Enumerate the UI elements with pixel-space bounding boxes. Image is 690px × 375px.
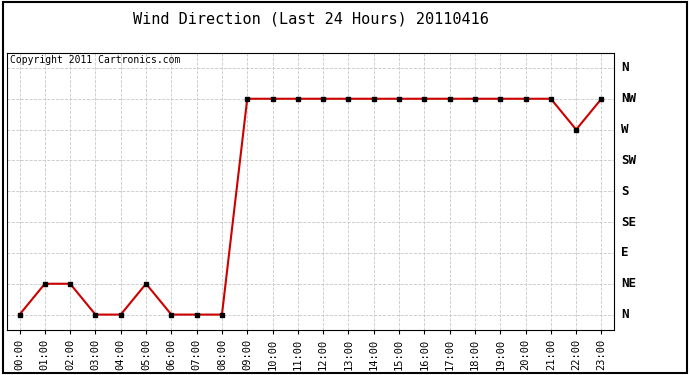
Text: Copyright 2011 Cartronics.com: Copyright 2011 Cartronics.com: [10, 55, 180, 65]
Text: E: E: [621, 246, 629, 259]
Text: NW: NW: [621, 92, 636, 105]
Text: SE: SE: [621, 216, 636, 229]
Text: NE: NE: [621, 277, 636, 290]
Text: S: S: [621, 185, 629, 198]
Text: N: N: [621, 62, 629, 74]
Text: W: W: [621, 123, 629, 136]
Text: SW: SW: [621, 154, 636, 167]
Text: N: N: [621, 308, 629, 321]
Text: Wind Direction (Last 24 Hours) 20110416: Wind Direction (Last 24 Hours) 20110416: [132, 11, 489, 26]
